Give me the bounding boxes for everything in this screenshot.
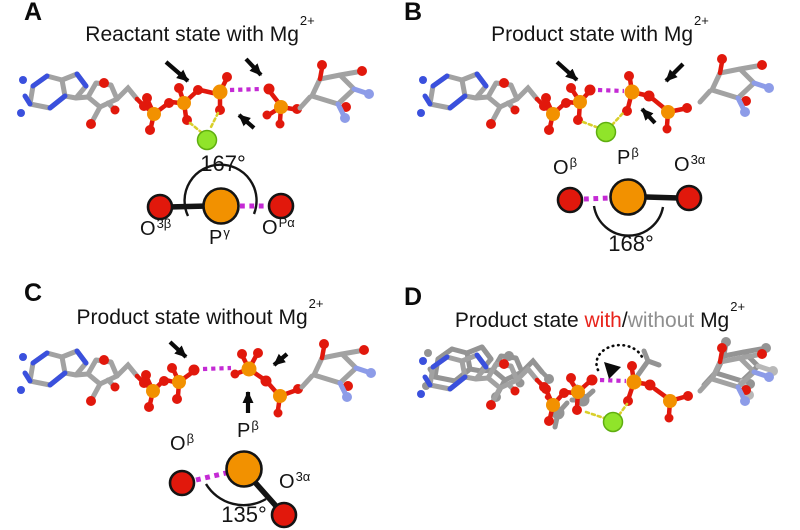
title-with-highlight: with [584, 309, 622, 332]
magnesium-ion [196, 129, 218, 151]
adenosine-left [17, 351, 149, 406]
diphosphate-chain [541, 373, 598, 426]
adenosine-left [417, 74, 549, 129]
angle-schematic [146, 163, 295, 225]
attack-arrow [244, 57, 263, 77]
atom-label-left: Oβ [170, 431, 195, 455]
mg-coordination-dash [208, 111, 220, 131]
panel-d: D Product state with/without Mg2+ [400, 265, 800, 530]
atom-label-left: Oβ [553, 155, 578, 179]
mg-coordination-dash [610, 111, 625, 127]
attack-arrow [168, 340, 188, 359]
transferred-phosphate [230, 348, 303, 418]
panel-title: Product state without Mg2+ [76, 296, 324, 329]
panel-a: A Reactant state with Mg2+ 167° O3β Pγ O… [0, 0, 400, 265]
angle-schematic [556, 178, 703, 237]
attack-arrow [272, 352, 289, 367]
rotated-phosphate-gray [635, 348, 662, 378]
breaking-bond-dashes [599, 377, 627, 384]
angle-value: 168° [608, 231, 654, 256]
magnesium-ion [595, 121, 617, 143]
panel-b: B Product state with Mg2+ 168° Oβ Pβ O3α [400, 0, 800, 265]
adenosine-left [17, 74, 149, 129]
attack-arrow [640, 107, 657, 125]
panel-title: Product state with/without Mg2+ [454, 299, 746, 332]
magnesium-ion [602, 411, 624, 433]
rotation-arrow-head [604, 362, 621, 379]
diphosphate-chain [541, 83, 596, 135]
ribose-right [700, 54, 774, 117]
atom-label-right: OPα [262, 215, 295, 239]
broken-bond-dashes [202, 365, 232, 372]
atom-label-right: O3α [674, 152, 706, 176]
panel-c-graphics [0, 265, 400, 529]
angle-schematic [168, 450, 298, 529]
panel-label: D [404, 283, 423, 311]
panel-title: Reactant state with Mg2+ [85, 13, 315, 46]
panel-b-graphics [400, 0, 800, 237]
panel-a-graphics [0, 0, 400, 225]
atom-label-right: O3α [279, 469, 311, 493]
panel-c: C Product state without Mg2+ 135° Oβ Pβ … [0, 265, 400, 530]
rotation-arrow-arc [595, 343, 644, 372]
panel-label: B [404, 0, 423, 26]
panel-label: C [24, 279, 43, 307]
mg-coordination-dash [617, 402, 629, 417]
angle-value: 167° [200, 151, 246, 176]
triphosphate-chain [142, 72, 232, 135]
ribose-right [302, 339, 376, 402]
attack-arrow [237, 113, 256, 130]
panel-title: Product state with Mg2+ [491, 13, 709, 46]
diphosphate-chain [141, 363, 200, 412]
atom-label-left: O3β [140, 216, 172, 240]
mg-coordination-dash [188, 121, 203, 134]
acceptor-phosphate [262, 83, 302, 129]
transferred-phosphate [623, 361, 693, 423]
title-without-muted: without [627, 309, 695, 332]
panel-d-graphics [400, 265, 800, 433]
atom-label-center: Pγ [209, 225, 230, 249]
panel-label: A [24, 0, 43, 26]
atom-label-center: Pβ [617, 145, 639, 169]
transferred-phosphate [622, 71, 692, 134]
angle-value: 135° [221, 502, 267, 527]
attack-arrow [555, 60, 579, 82]
atom-label-center: Pβ [237, 418, 259, 442]
mg-coordination-dash [584, 410, 606, 420]
ribose-right [300, 60, 374, 123]
attack-arrow [664, 62, 685, 83]
breaking-bond-dashes [597, 87, 625, 94]
forming-bond-dashes [229, 86, 262, 93]
mg-coordination-dash [581, 120, 601, 130]
attack-arrow [164, 60, 190, 83]
